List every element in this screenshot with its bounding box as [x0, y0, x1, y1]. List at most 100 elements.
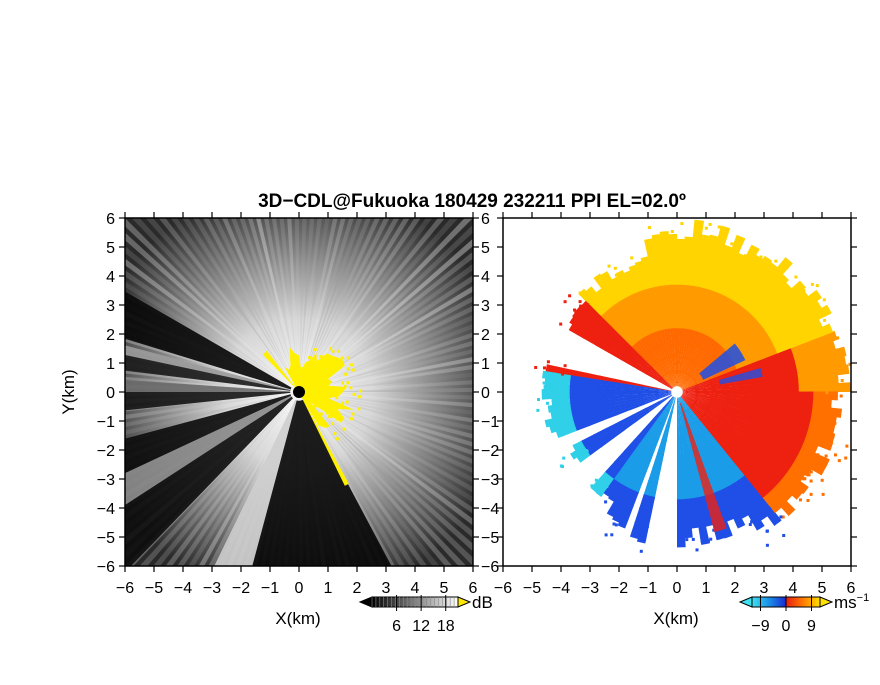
velocity-cell — [691, 423, 701, 439]
x-tick-label: −5 — [523, 580, 541, 597]
x-tick-label: 0 — [295, 580, 304, 597]
y-tick-label-right: −3 — [481, 472, 499, 489]
velocity-cell — [647, 332, 657, 349]
velocity-speckle — [754, 264, 758, 268]
velocity-cell — [697, 435, 707, 452]
velocity-cell — [732, 325, 747, 340]
x-tick-label: 0 — [673, 580, 682, 597]
velocity-cell — [557, 419, 576, 431]
velocity-cell — [680, 373, 690, 388]
velocity-cell — [798, 447, 817, 462]
velocity-cell — [757, 433, 775, 447]
velocity-cell — [598, 434, 614, 448]
velocity-cell — [753, 482, 770, 500]
yellow-pixel — [319, 355, 323, 358]
velocity-cell — [654, 284, 663, 302]
velocity-cell — [769, 385, 786, 392]
velocity-cell — [693, 299, 702, 317]
velocity-cell — [677, 370, 681, 387]
velocity-cell — [614, 404, 631, 413]
velocity-cell — [658, 343, 667, 360]
velocity-cell — [748, 419, 766, 431]
velocity-cell — [676, 238, 685, 242]
velocity-cell — [684, 358, 692, 374]
velocity-speckle — [639, 549, 643, 553]
velocity-cell — [752, 442, 769, 456]
velocity-cell — [609, 482, 624, 499]
velocity-cell — [751, 254, 764, 266]
velocity-cell — [656, 438, 665, 456]
velocity-cell — [679, 372, 688, 387]
velocity-speckle — [789, 493, 793, 497]
velocity-cell — [740, 379, 757, 386]
velocity-cell — [570, 324, 587, 339]
velocity-cell — [663, 268, 672, 286]
velocity-cell — [706, 447, 718, 464]
velocity-cell — [688, 407, 700, 422]
yellow-pixel — [349, 386, 353, 390]
velocity-cell — [792, 349, 811, 361]
velocity-cell — [723, 371, 740, 380]
velocity-cell — [735, 234, 746, 241]
velocity-cell — [707, 407, 723, 418]
velocity-speckle — [578, 451, 581, 455]
velocity-speckle — [605, 485, 609, 488]
yellow-pixel — [303, 384, 306, 388]
velocity-speckle — [809, 333, 813, 337]
velocity-cell — [751, 502, 767, 520]
velocity-speckle — [546, 401, 549, 405]
velocity-cell — [651, 422, 662, 438]
velocity-cell — [640, 386, 657, 390]
velocity-cell — [732, 420, 749, 432]
velocity-cell — [763, 473, 780, 490]
colorbar-unit: ms−1 — [834, 592, 869, 612]
velocity-cell — [680, 375, 693, 388]
velocity-cell — [827, 382, 844, 392]
velocity-cell — [711, 424, 726, 439]
velocity-cell — [708, 428, 721, 443]
velocity-cell — [682, 391, 699, 394]
velocity-cell — [699, 317, 710, 334]
velocity-cell — [679, 397, 687, 412]
velocity-cell — [658, 394, 673, 404]
velocity-cell — [640, 448, 652, 465]
velocity-cell — [697, 391, 714, 394]
yellow-pixel — [301, 379, 305, 383]
velocity-cell — [679, 373, 689, 388]
velocity-cell — [583, 377, 600, 385]
velocity-cell — [696, 420, 707, 435]
velocity-cell — [787, 302, 805, 318]
velocity-cell — [752, 304, 769, 321]
velocity-cell — [697, 386, 714, 390]
velocity-cell — [731, 269, 746, 287]
velocity-cell — [635, 339, 648, 354]
velocity-cell — [633, 364, 648, 375]
velocity-speckle — [707, 539, 710, 543]
yellow-pixel — [308, 395, 312, 399]
velocity-cell — [628, 264, 640, 279]
velocity-cell — [755, 391, 772, 397]
yellow-pixel — [333, 432, 337, 435]
velocity-cell — [585, 328, 602, 342]
velocity-speckle — [598, 302, 602, 306]
velocity-cell — [622, 353, 638, 366]
velocity-cell — [652, 452, 661, 470]
velocity-cell — [663, 425, 670, 442]
velocity-cell — [708, 406, 724, 415]
velocity-cell — [573, 420, 591, 432]
velocity-speckle — [822, 393, 826, 396]
velocity-cell — [649, 348, 660, 363]
y-tick-label: −4 — [97, 501, 115, 518]
velocity-cell — [815, 300, 822, 310]
velocity-cell — [765, 262, 778, 275]
velocity-speckle — [844, 456, 848, 460]
velocity-cell — [766, 324, 784, 339]
velocity-cell — [676, 283, 683, 300]
velocity-cell — [626, 386, 643, 391]
velocity-cell — [696, 380, 712, 387]
velocity-cell — [677, 484, 684, 501]
velocity-cell — [767, 445, 784, 460]
velocity-cell — [682, 268, 690, 286]
velocity-cell — [541, 392, 556, 400]
velocity-cell — [782, 471, 801, 488]
